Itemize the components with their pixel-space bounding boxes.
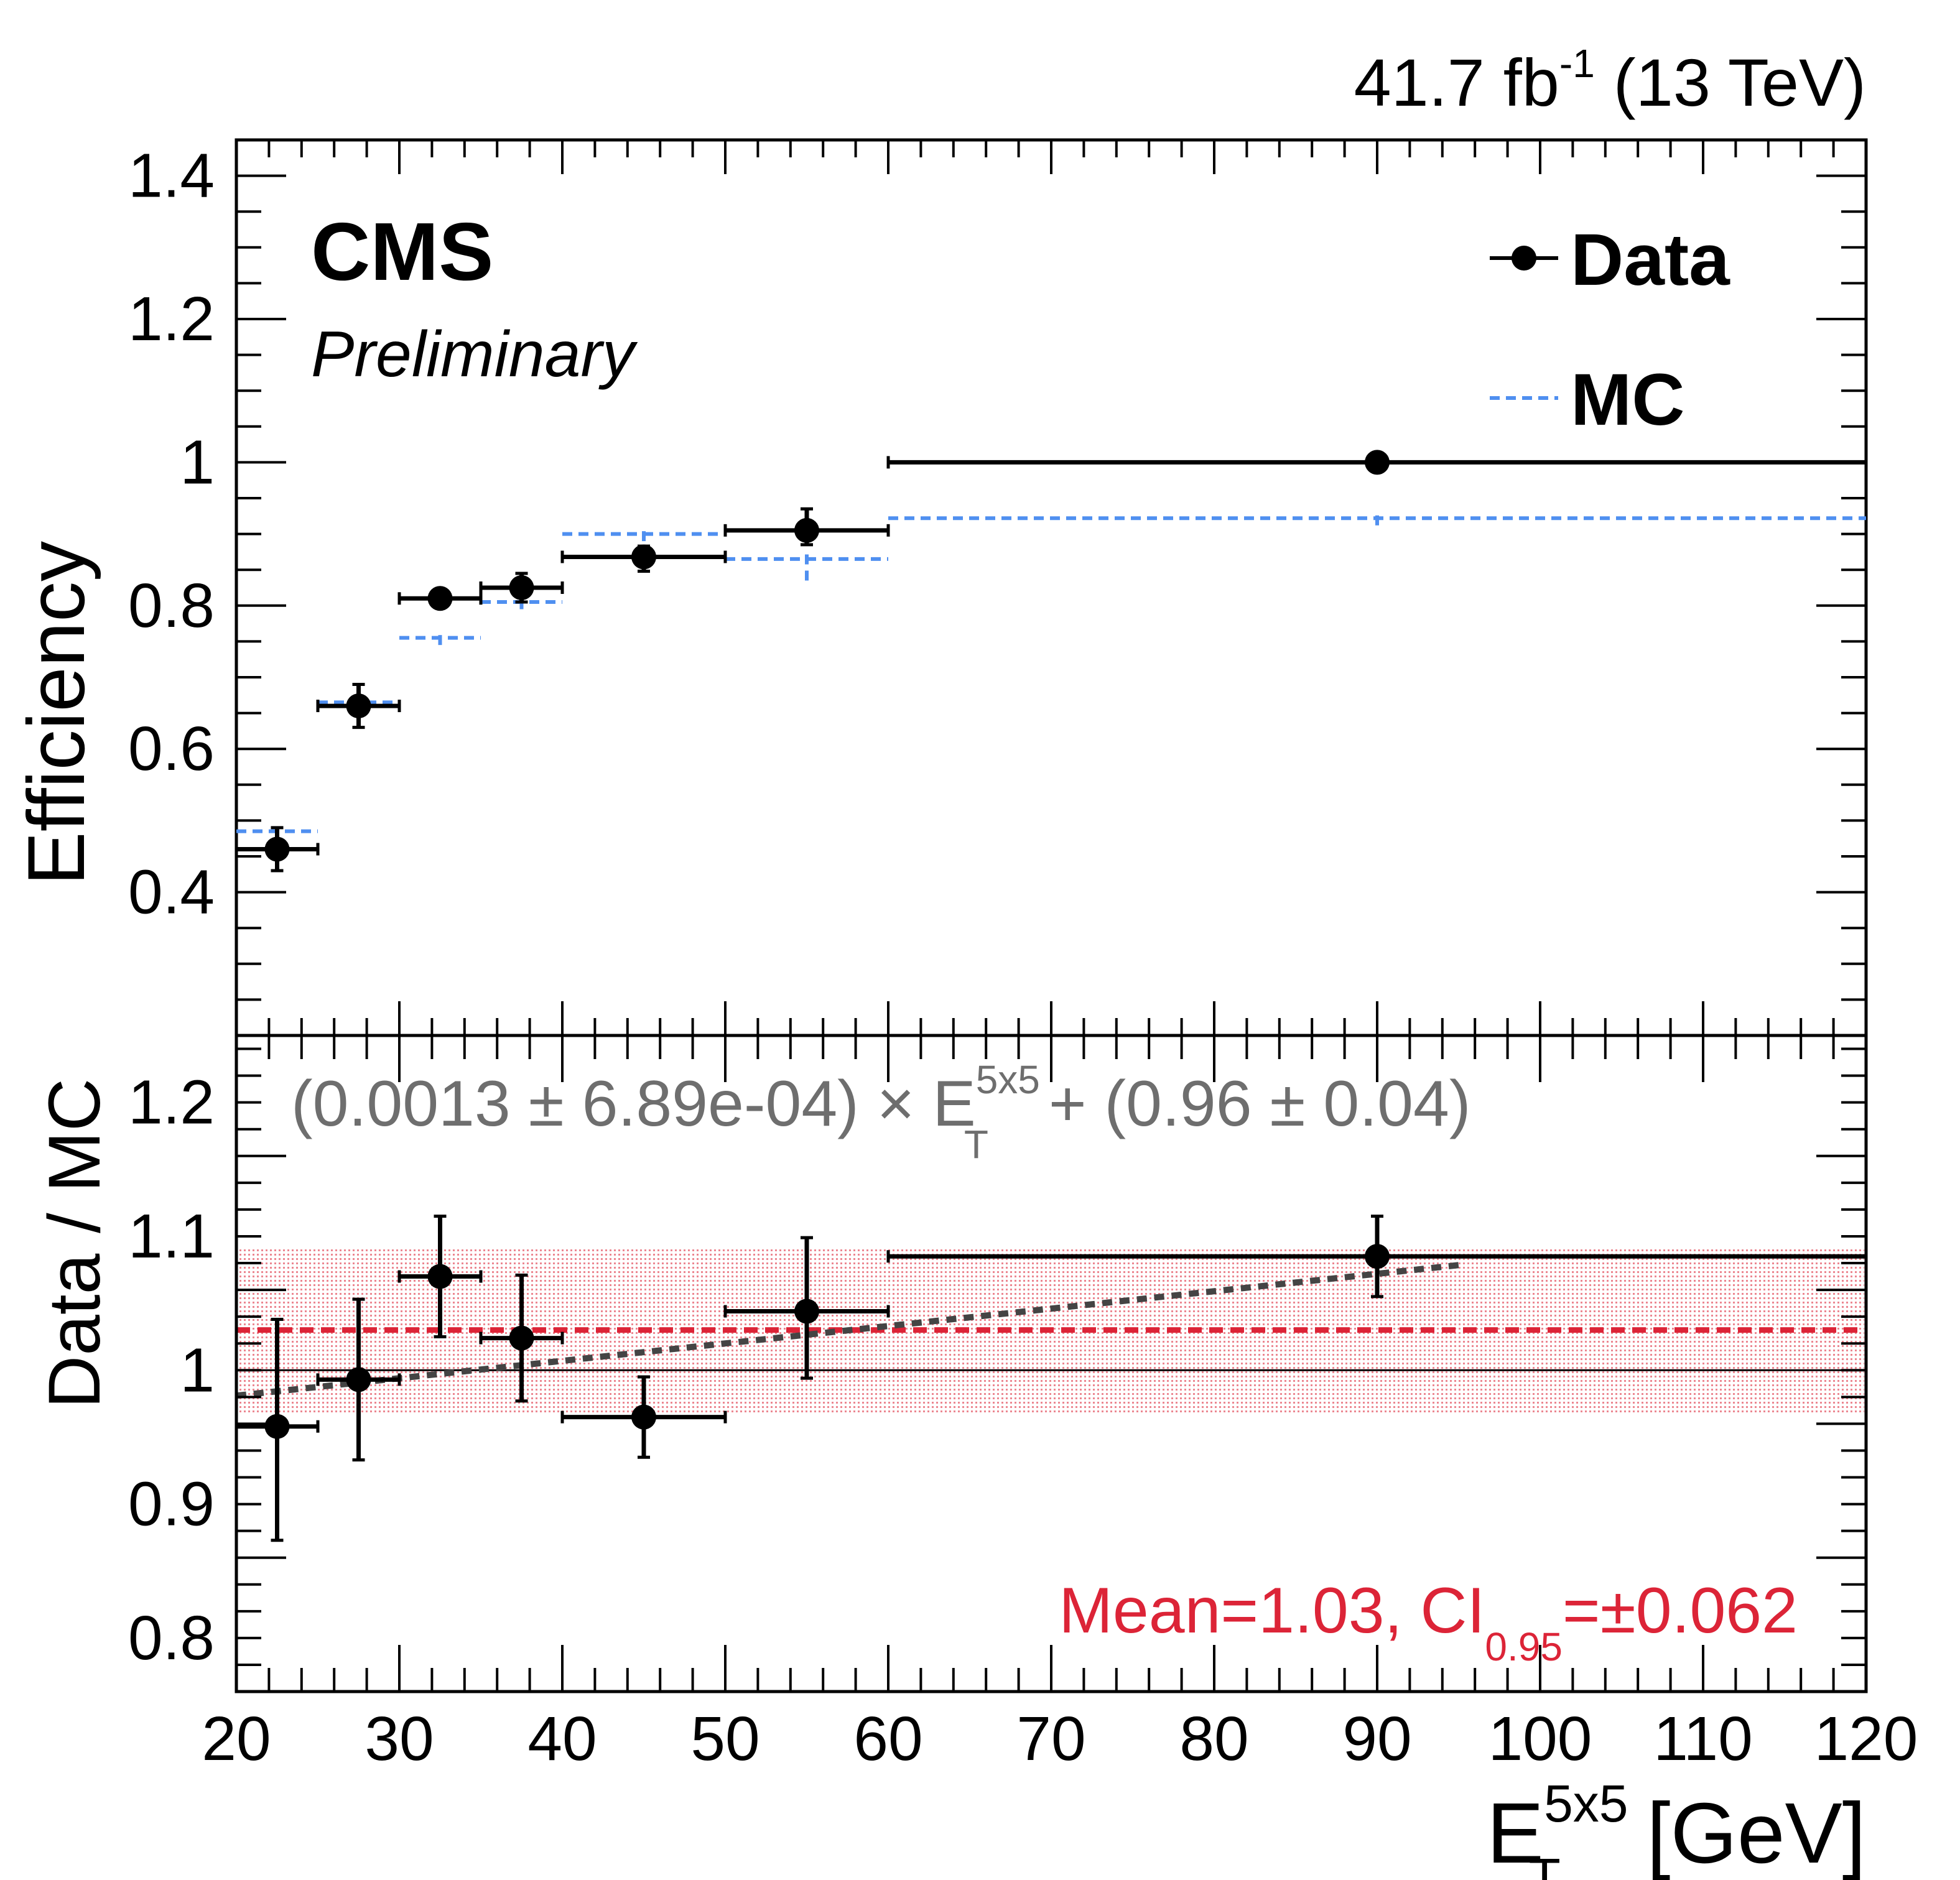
x-axis-title: E5x5 T [GeV] xyxy=(1487,1774,1866,1880)
ratio-y-tick-label: 1 xyxy=(180,1335,215,1405)
efficiency-y-tick-label: 0.8 xyxy=(128,571,215,641)
ratio-y-tick-label: 1.1 xyxy=(128,1202,215,1271)
ratio-y-tick-label: 1.2 xyxy=(128,1068,215,1137)
mean-label: Mean=1.03, CI0.95=±0.062 xyxy=(1059,1575,1798,1669)
ratio-point-marker xyxy=(346,1367,371,1392)
mean-label-main: Mean=1.03, CI xyxy=(1059,1575,1485,1647)
data-point-marker xyxy=(631,544,656,570)
mean-label-sub: 0.95 xyxy=(1485,1624,1563,1669)
cms-label: CMS xyxy=(311,206,493,297)
ratio-panel: 0.80.911.11.2 20 30 40 50 60 70 80 90 100 110 120 … xyxy=(34,1034,1918,1880)
x-axis-title-sup: 5x5 xyxy=(1544,1774,1628,1833)
ratio-axis-title: Data / MC xyxy=(34,1078,116,1409)
x-tick-label: 90 xyxy=(1342,1704,1411,1774)
fit-line xyxy=(236,1262,1459,1399)
efficiency-y-tick-label: 1.4 xyxy=(128,141,215,211)
legend-data-marker xyxy=(1512,246,1536,271)
x-tick-label: 50 xyxy=(690,1704,759,1774)
ratio-point-marker xyxy=(264,1414,290,1439)
fit-formula-main: (0.0013 ± 6.89e-04) × E xyxy=(291,1068,976,1140)
data-series xyxy=(235,450,1866,873)
legend: Data MC xyxy=(1490,219,1730,441)
x-axis-title-sub: T xyxy=(1529,1848,1561,1880)
data-point-marker xyxy=(794,517,819,543)
lumi-label: 41.7 fb-1 (13 TeV) xyxy=(1354,41,1866,120)
efficiency-y-tick-label: 1.2 xyxy=(128,284,215,354)
ratio-y-tick-label: 0.9 xyxy=(128,1470,215,1539)
ratio-point-marker xyxy=(794,1299,819,1324)
fit-formula-offset: + (0.96 ± 0.04) xyxy=(1031,1068,1470,1140)
ratio-point-marker xyxy=(1365,1244,1390,1269)
efficiency-axis-ticks xyxy=(235,140,1867,1037)
data-point-marker xyxy=(1365,450,1390,475)
energy-label: (13 TeV) xyxy=(1595,45,1866,120)
data-point-marker xyxy=(264,836,290,862)
legend-mc-label: MC xyxy=(1571,359,1685,441)
x-tick-label: 120 xyxy=(1814,1704,1918,1774)
legend-data-label: Data xyxy=(1571,219,1730,301)
mean-label-ci: =±0.062 xyxy=(1563,1575,1798,1647)
data-point-marker xyxy=(509,575,534,600)
efficiency-y-tick-label: 0.6 xyxy=(128,714,215,784)
x-tick-label: 30 xyxy=(365,1704,434,1774)
efficiency-y-tick-labels: 0.4 0.6 0.8 1 1.2 1.4 xyxy=(128,141,215,927)
x-tick-labels: 20 30 40 50 60 70 80 90 100 110 120 xyxy=(202,1704,1918,1774)
fit-formula: (0.0013 ± 6.89e-04) × E5x5 T + (0.96 ± 0.… xyxy=(291,1057,1470,1167)
data-point-marker xyxy=(346,693,371,719)
efficiency-panel: 0.4 0.6 0.8 1 1.2 1.4 Efficiency CMS Prelimin… xyxy=(11,138,1868,1037)
data-point-marker xyxy=(427,586,453,611)
fit-formula-sup: 5x5 xyxy=(976,1057,1040,1102)
lumi-value: 41.7 fb xyxy=(1354,45,1559,120)
mc-series xyxy=(236,511,1866,839)
x-tick-label: 110 xyxy=(1653,1704,1752,1774)
x-tick-label: 100 xyxy=(1489,1704,1592,1774)
efficiency-axis-title: Efficiency xyxy=(11,541,101,886)
x-tick-label: 70 xyxy=(1016,1704,1085,1774)
x-axis-title-main: E xyxy=(1487,1785,1544,1880)
x-tick-label: 80 xyxy=(1179,1704,1248,1774)
ratio-point-marker xyxy=(427,1264,453,1289)
ratio-y-tick-labels: 0.8 0.9 1 1.1 1.2 xyxy=(128,1068,215,1673)
ratio-axis-ticks xyxy=(235,1035,1867,1693)
lumi-exponent: -1 xyxy=(1559,41,1595,86)
ratio-y-tick-label: 0.8 xyxy=(128,1603,215,1673)
ratio-point-marker xyxy=(631,1404,656,1430)
efficiency-y-tick-label: 0.4 xyxy=(128,858,215,927)
x-tick-label: 40 xyxy=(527,1704,597,1774)
ratio-point-marker xyxy=(509,1325,534,1351)
preliminary-label: Preliminary xyxy=(311,318,638,391)
x-tick-label: 20 xyxy=(202,1704,271,1774)
ratio-points xyxy=(235,1215,1866,1542)
x-tick-label: 60 xyxy=(853,1704,922,1774)
x-axis-title-unit: [GeV] xyxy=(1623,1785,1866,1880)
fit-formula-sub: T xyxy=(964,1122,988,1167)
efficiency-y-tick-label: 1 xyxy=(180,427,215,497)
